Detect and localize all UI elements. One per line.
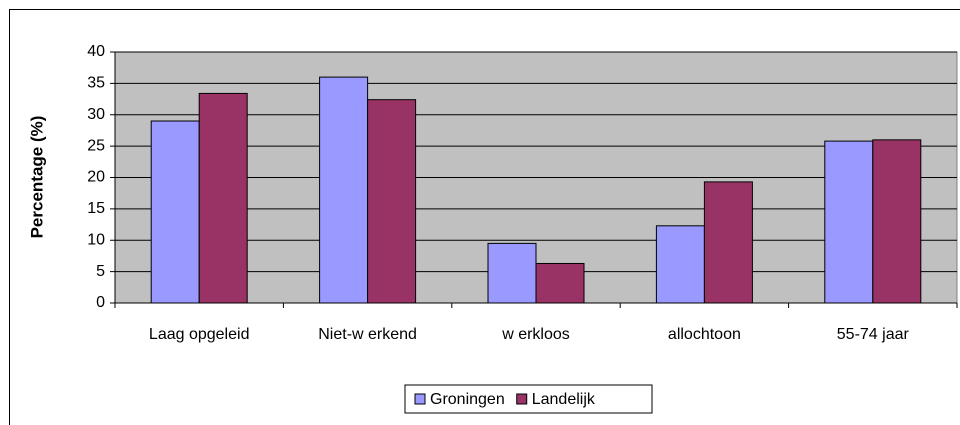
bar: [872, 139, 922, 304]
x-tick-label: w erkloos: [501, 326, 570, 343]
bar: [535, 262, 585, 304]
x-tick-label: Laag opgeleid: [149, 326, 250, 343]
legend-swatch: [414, 393, 426, 405]
legend-label: Groningen: [430, 391, 505, 408]
y-axis-label: Percentage (%): [27, 116, 46, 239]
y-tick-label: 25: [87, 137, 105, 154]
x-tick-label: Niet-w erkend: [318, 326, 417, 343]
bar: [655, 225, 705, 304]
y-tick-label: 10: [87, 231, 105, 248]
x-tick-label: allochtoon: [668, 326, 741, 343]
legend-swatch: [516, 393, 528, 405]
bar: [824, 140, 874, 304]
bar: [367, 99, 417, 304]
y-tick-label: 20: [87, 169, 105, 186]
y-tick-label: 30: [87, 106, 105, 123]
bar: [319, 76, 369, 304]
x-tick-label: 55-74 jaar: [837, 326, 910, 343]
bar: [198, 92, 248, 304]
bar: [487, 242, 537, 304]
y-tick-label: 0: [96, 294, 105, 311]
y-tick-label: 35: [87, 75, 105, 92]
y-tick-label: 15: [87, 200, 105, 217]
legend-label: Landelijk: [532, 391, 596, 408]
y-tick-label: 5: [96, 263, 105, 280]
bar: [150, 120, 200, 304]
legend-box: [404, 384, 653, 414]
bar: [703, 181, 753, 304]
y-tick-label: 40: [87, 43, 105, 60]
